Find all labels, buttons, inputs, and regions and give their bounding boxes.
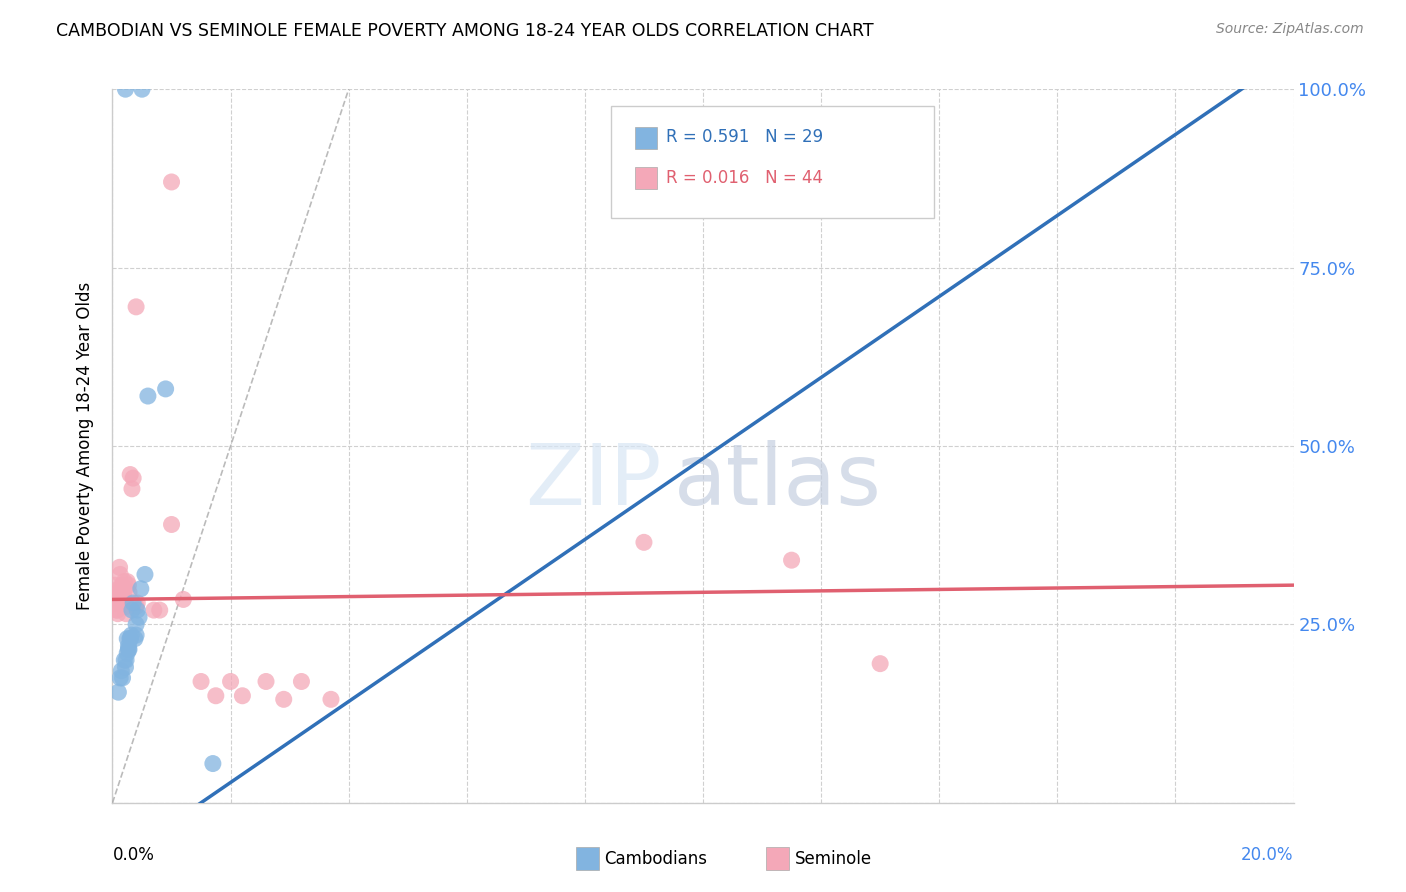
Point	[155, 382, 177, 396]
Point	[219, 674, 242, 689]
Point	[190, 674, 212, 689]
Y-axis label: Female Poverty Among 18-24 Year Olds: Female Poverty Among 18-24 Year Olds	[76, 282, 94, 610]
Point	[125, 628, 148, 642]
Point	[108, 567, 131, 582]
Point	[201, 756, 224, 771]
Point	[107, 607, 129, 621]
Point	[128, 610, 150, 624]
Point	[117, 578, 139, 592]
Point	[117, 642, 139, 657]
Point	[124, 632, 146, 646]
Point	[125, 300, 148, 314]
Text: 0.0%: 0.0%	[112, 846, 155, 863]
Point	[105, 603, 128, 617]
Point	[125, 617, 148, 632]
Point	[104, 589, 127, 603]
Text: 20.0%: 20.0%	[1241, 846, 1294, 863]
Point	[633, 535, 655, 549]
Point	[120, 628, 142, 642]
Point	[105, 596, 128, 610]
Point	[142, 603, 165, 617]
Point	[120, 467, 142, 482]
Point	[114, 82, 136, 96]
Point	[112, 589, 135, 603]
Point	[112, 653, 135, 667]
Text: ZIP: ZIP	[526, 440, 662, 524]
Point	[111, 671, 134, 685]
Point	[273, 692, 295, 706]
Point	[115, 607, 138, 621]
Point	[127, 596, 149, 610]
Point	[115, 653, 138, 667]
Point	[120, 632, 142, 646]
Point	[104, 589, 127, 603]
Text: R = 0.016   N = 44: R = 0.016 N = 44	[666, 169, 823, 186]
Point	[172, 592, 194, 607]
Point	[114, 660, 136, 674]
Point	[108, 671, 131, 685]
Point	[117, 574, 138, 589]
Point	[118, 642, 141, 657]
Point	[290, 674, 312, 689]
Point	[149, 603, 172, 617]
Point	[107, 585, 129, 599]
Point	[134, 567, 156, 582]
Point	[105, 603, 128, 617]
Point	[108, 560, 131, 574]
Point	[117, 639, 139, 653]
Point	[127, 603, 149, 617]
Point	[117, 632, 138, 646]
Point	[112, 574, 135, 589]
Point	[160, 175, 183, 189]
Point	[231, 689, 253, 703]
Point	[131, 82, 153, 96]
Text: Seminole: Seminole	[794, 850, 872, 868]
Point	[205, 689, 228, 703]
Point	[121, 603, 143, 617]
Point	[136, 389, 159, 403]
Text: CAMBODIAN VS SEMINOLE FEMALE POVERTY AMONG 18-24 YEAR OLDS CORRELATION CHART: CAMBODIAN VS SEMINOLE FEMALE POVERTY AMO…	[56, 22, 875, 40]
Point	[160, 517, 183, 532]
Point	[125, 599, 148, 614]
Point	[107, 685, 129, 699]
Text: Cambodians: Cambodians	[605, 850, 707, 868]
Point	[117, 646, 138, 660]
Point	[110, 596, 132, 610]
Point	[319, 692, 342, 706]
Point	[122, 471, 145, 485]
Text: atlas: atlas	[673, 440, 882, 524]
Point	[780, 553, 803, 567]
Point	[112, 585, 135, 599]
Point	[869, 657, 891, 671]
Point	[111, 592, 134, 607]
Point	[111, 578, 134, 592]
Point	[122, 596, 145, 610]
Point	[114, 599, 136, 614]
Point	[121, 482, 143, 496]
Point	[118, 585, 141, 599]
Point	[254, 674, 277, 689]
Point	[120, 632, 142, 646]
Point	[129, 582, 152, 596]
Point	[103, 578, 125, 592]
Point	[108, 582, 131, 596]
Text: R = 0.591   N = 29: R = 0.591 N = 29	[666, 128, 823, 146]
Point	[110, 664, 132, 678]
Text: Source: ZipAtlas.com: Source: ZipAtlas.com	[1216, 22, 1364, 37]
